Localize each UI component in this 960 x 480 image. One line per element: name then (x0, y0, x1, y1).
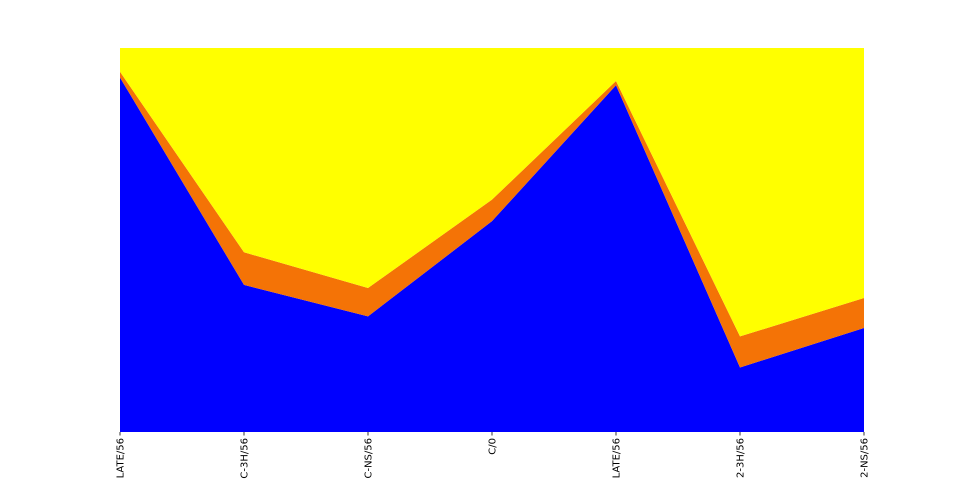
x-tick-label: 2-NS/56 (860, 438, 871, 478)
area-layers (120, 48, 864, 432)
x-tick-label: C-3H/56 (240, 438, 251, 479)
x-tick-label: C/0 (488, 438, 499, 455)
x-tick-label: LATE/56 (612, 438, 623, 478)
x-tick-label: C-NS/56 (364, 438, 375, 479)
x-axis-ticks: LATE/56 C-3H/56 C-NS/56 C/0 LATE/56 2-3H/56 2-… (116, 432, 871, 479)
x-tick-label: 2-3H/56 (736, 438, 747, 478)
x-tick-label: LATE/56 (116, 438, 127, 478)
